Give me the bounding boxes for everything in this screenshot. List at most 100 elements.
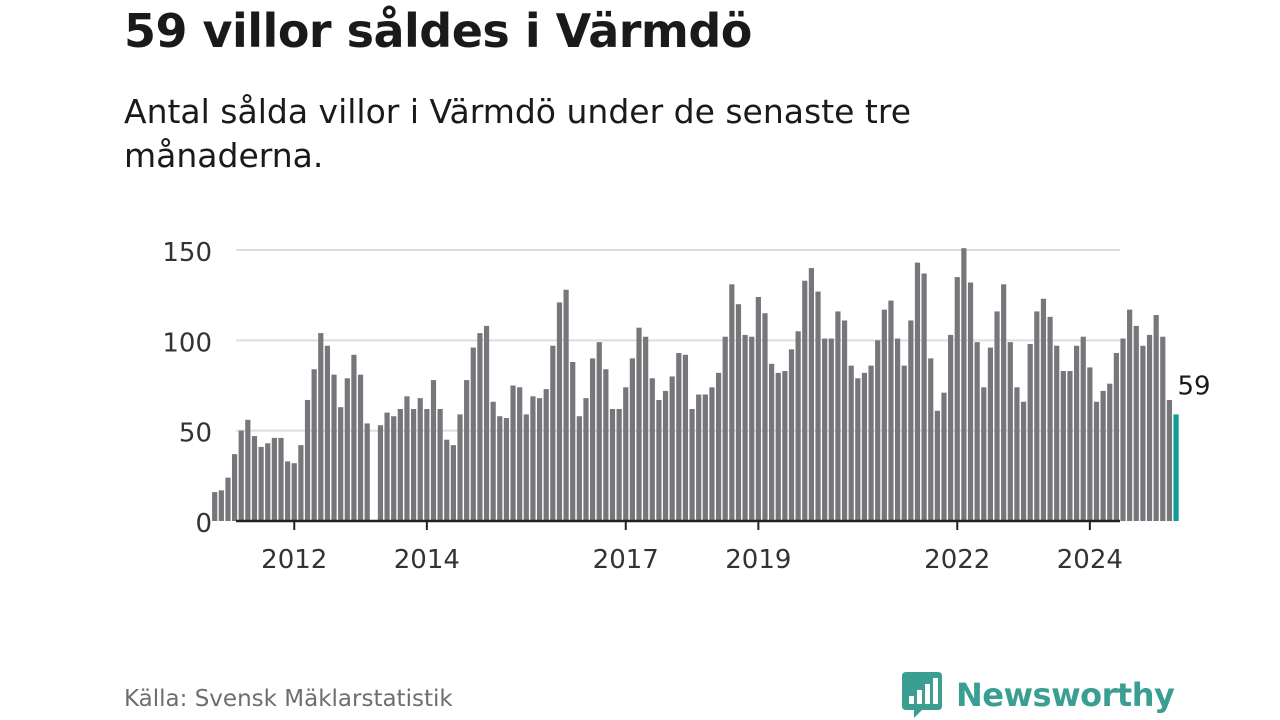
bar bbox=[954, 277, 960, 521]
bar bbox=[404, 396, 410, 521]
bar bbox=[251, 436, 258, 521]
bar bbox=[291, 463, 297, 521]
bar bbox=[981, 387, 987, 521]
bar bbox=[324, 345, 331, 521]
bar bbox=[397, 408, 403, 521]
bar bbox=[914, 262, 921, 521]
bar bbox=[662, 390, 669, 521]
bar bbox=[357, 374, 364, 521]
bar bbox=[503, 418, 510, 521]
bar bbox=[523, 414, 529, 521]
y-tick-label: 150 bbox=[162, 238, 212, 268]
bar bbox=[696, 394, 702, 521]
bar bbox=[1080, 336, 1086, 521]
bars bbox=[212, 248, 1179, 521]
bar bbox=[649, 378, 655, 521]
bar bbox=[735, 304, 742, 521]
bar bbox=[477, 333, 483, 521]
bar bbox=[894, 338, 901, 521]
x-tick-label: 2024 bbox=[1057, 545, 1123, 575]
bar bbox=[304, 399, 311, 521]
bar bbox=[464, 380, 470, 521]
bar bbox=[1107, 383, 1113, 521]
bar bbox=[457, 414, 463, 521]
bar bbox=[1113, 352, 1119, 521]
bar bbox=[1100, 390, 1106, 521]
bar bbox=[576, 416, 582, 521]
bar bbox=[1133, 325, 1139, 521]
bar bbox=[848, 365, 854, 521]
bar bbox=[755, 296, 761, 521]
bar bbox=[265, 443, 271, 521]
bar bbox=[417, 398, 423, 521]
bar bbox=[815, 291, 821, 521]
bar bbox=[517, 387, 523, 521]
bar bbox=[391, 416, 397, 521]
bar bbox=[861, 372, 868, 521]
bar bbox=[271, 437, 277, 521]
bar bbox=[245, 419, 251, 521]
bar bbox=[1093, 401, 1100, 521]
bar bbox=[285, 461, 291, 521]
bar bbox=[225, 477, 231, 521]
bar bbox=[656, 399, 662, 521]
x-tick-label: 2014 bbox=[394, 545, 460, 575]
bar bbox=[974, 342, 980, 521]
bar bbox=[1146, 334, 1153, 521]
chart-subtitle: Antal sålda villor i Värmdö under de sen… bbox=[124, 92, 912, 175]
y-tick-label: 50 bbox=[179, 419, 212, 449]
bar bbox=[749, 336, 755, 521]
bar bbox=[231, 454, 238, 521]
bar bbox=[934, 410, 940, 521]
bar bbox=[603, 369, 609, 521]
newsworthy-logo-icon bbox=[902, 672, 942, 718]
bar bbox=[868, 365, 874, 521]
bar bbox=[822, 338, 828, 521]
bar bbox=[987, 347, 994, 521]
bar bbox=[609, 408, 616, 521]
bar bbox=[364, 423, 370, 521]
bar bbox=[901, 365, 907, 521]
bar bbox=[318, 333, 324, 521]
bar bbox=[1054, 345, 1060, 521]
bar bbox=[430, 380, 437, 521]
bar bbox=[596, 342, 602, 521]
bar bbox=[1040, 298, 1047, 521]
bar bbox=[676, 352, 682, 521]
bar bbox=[331, 374, 337, 521]
bar bbox=[278, 437, 284, 521]
bar bbox=[590, 358, 596, 521]
axes: 0 50 100 150 2012 2014 2017 2019 2022 2024 bbox=[162, 238, 1123, 575]
bar bbox=[311, 369, 317, 521]
bar bbox=[550, 345, 556, 521]
bar bbox=[556, 302, 563, 521]
bar bbox=[563, 289, 569, 521]
bar bbox=[530, 396, 536, 521]
brand-name: Newsworthy bbox=[956, 676, 1175, 714]
bar bbox=[470, 347, 476, 521]
bar bbox=[762, 313, 768, 521]
bar bbox=[669, 376, 675, 521]
bar bbox=[921, 273, 927, 521]
bar bbox=[1001, 284, 1007, 521]
bar bbox=[742, 334, 748, 521]
chart-title: 59 villor såldes i Värmdö bbox=[124, 4, 752, 58]
bar bbox=[636, 327, 642, 521]
bar bbox=[795, 331, 801, 521]
bar bbox=[543, 389, 549, 521]
bar bbox=[298, 445, 304, 521]
bar bbox=[729, 284, 735, 521]
bar bbox=[908, 320, 914, 521]
bar bbox=[483, 325, 490, 521]
bar bbox=[715, 372, 722, 521]
bar bbox=[682, 354, 689, 521]
bar bbox=[570, 362, 576, 521]
bar bbox=[1020, 401, 1027, 521]
y-tick-label: 0 bbox=[195, 509, 212, 539]
bar bbox=[424, 408, 430, 521]
bar bbox=[444, 439, 450, 521]
bar bbox=[769, 363, 775, 521]
bar bbox=[1140, 345, 1146, 521]
brand[interactable]: Newsworthy bbox=[900, 670, 1175, 720]
